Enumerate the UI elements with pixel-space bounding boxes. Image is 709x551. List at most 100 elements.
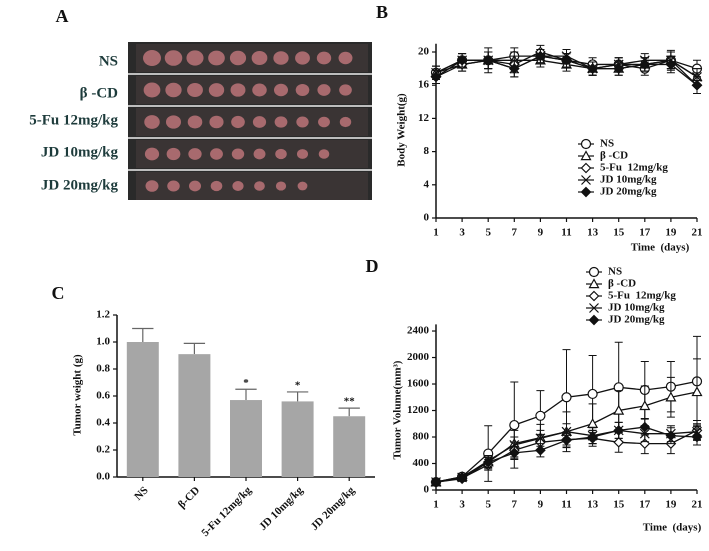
x-tick-label: 3 (459, 499, 465, 511)
tumor (208, 83, 225, 97)
marker (613, 425, 625, 436)
tumor (187, 82, 203, 98)
marker (588, 314, 600, 326)
marker (589, 303, 599, 313)
tumor (296, 149, 309, 159)
x-tick-label: 17 (639, 499, 651, 511)
tumor (187, 115, 203, 129)
x-axis-title: Time (days) (643, 522, 702, 534)
legend-label: JD 20mg/kg (600, 186, 657, 198)
row-label: 5-Fu 12mg/kg (29, 112, 118, 128)
marker (509, 419, 520, 431)
x-tick-label: 7 (512, 227, 518, 239)
legend-label: JD 20mg/kg (608, 314, 665, 326)
tumor (297, 181, 308, 191)
tumor (296, 116, 309, 128)
tumor (273, 51, 289, 65)
significance: * (243, 377, 249, 389)
x-tick-label: 19 (665, 499, 677, 511)
row-label: β -CD (80, 85, 118, 101)
marker (580, 138, 592, 150)
marker (456, 473, 468, 485)
marker (580, 150, 592, 161)
marker (508, 63, 520, 74)
tumor (166, 147, 181, 161)
error-bar (338, 407, 360, 417)
marker (588, 278, 600, 289)
bar (126, 342, 159, 477)
tumor (317, 84, 331, 96)
marker (639, 421, 651, 433)
x-tick-label: 21 (692, 499, 703, 511)
tumor (232, 181, 244, 191)
marker (509, 440, 520, 450)
y-tick-label: 20 (418, 46, 430, 58)
tumor (295, 83, 310, 97)
marker (535, 444, 546, 456)
marker (580, 186, 592, 198)
error-bar (286, 391, 309, 402)
y-tick-label: 2400 (407, 325, 430, 337)
y-tick-label: 2000 (407, 351, 430, 363)
marker (691, 431, 703, 443)
y-tick-label: 16 (418, 79, 430, 91)
marker (691, 386, 703, 397)
marker (588, 266, 600, 278)
marker (482, 456, 494, 468)
x-tick-label: 13 (587, 227, 599, 239)
row-label: NS (99, 53, 118, 69)
row-label: JD 10mg/kg (41, 144, 119, 160)
tumor (318, 149, 330, 159)
marker (561, 54, 572, 66)
x-tick-label: NS (132, 484, 150, 502)
row-label: JD 20mg/kg (41, 177, 119, 193)
y-tick-label: 1.0 (96, 336, 110, 348)
marker (587, 418, 599, 428)
bar (281, 401, 314, 477)
marker (508, 447, 520, 459)
tumor (338, 51, 353, 65)
tumor (339, 84, 352, 96)
tumor (144, 115, 160, 129)
tumor (252, 83, 267, 97)
significance: * (295, 379, 301, 391)
legend-label: JD 10mg/kg (600, 174, 657, 186)
y-tick-label: 1200 (407, 404, 430, 416)
y-tick-label: 0.4 (96, 417, 110, 429)
y-tick-label: 1600 (407, 378, 430, 390)
x-tick-label: 7 (512, 499, 518, 511)
x-tick-label: 13 (587, 499, 599, 511)
y-tick-label: 0.2 (96, 444, 110, 456)
x-tick-label: 1 (433, 227, 439, 239)
tumor (252, 116, 267, 128)
bar (333, 416, 366, 477)
tumor (316, 51, 332, 65)
x-tick-label: 11 (561, 499, 571, 511)
marker (580, 162, 592, 174)
tumor (231, 115, 245, 129)
y-axis-title: Tumor weight (g) (72, 354, 84, 436)
tumor (165, 115, 182, 129)
marker (588, 290, 600, 302)
tumor (143, 50, 161, 66)
marker (581, 175, 591, 185)
y-axis-title: Body Weight(g) (396, 93, 408, 167)
x-tick-label: 15 (613, 227, 625, 239)
bar (178, 354, 211, 477)
x-tick-label: 9 (538, 227, 544, 239)
marker (613, 63, 625, 74)
y-tick-label: 4 (424, 178, 430, 190)
y-tick-label: 800 (413, 431, 430, 443)
y-tick-label: 400 (413, 457, 430, 469)
marker (587, 63, 598, 74)
marker (613, 436, 625, 448)
x-tick-label: 3 (459, 227, 465, 239)
marker (691, 79, 703, 91)
x-tick-label: 5 (485, 227, 491, 239)
marker (587, 388, 598, 400)
tumor (253, 148, 266, 160)
tumor (295, 51, 310, 65)
y-tick-label: 0.6 (96, 390, 110, 402)
tumor (275, 148, 287, 160)
x-tick-label: 15 (613, 499, 625, 511)
